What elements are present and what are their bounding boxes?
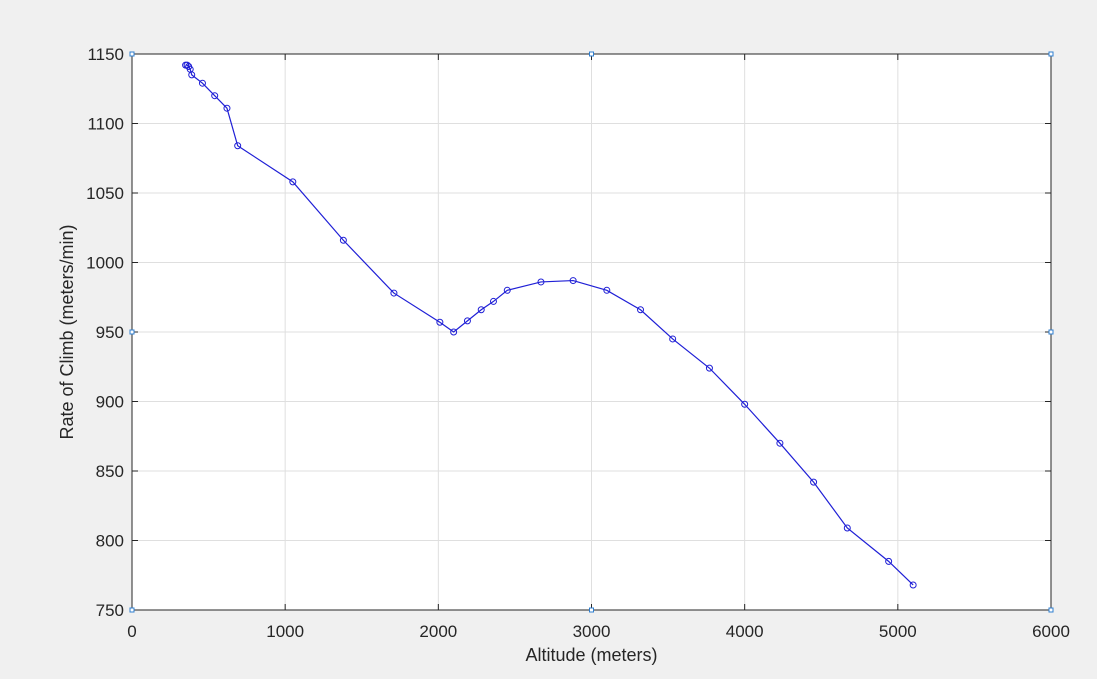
selection-handle[interactable] [1049,608,1053,612]
y-tick-label: 900 [96,393,124,412]
selection-handle[interactable] [130,608,134,612]
y-tick-label: 750 [96,601,124,620]
y-tick-label: 1150 [87,45,124,64]
y-tick-label: 1050 [86,184,124,203]
x-tick-label: 3000 [573,622,611,641]
y-tick-label: 950 [96,323,124,342]
y-tick-label: 1000 [86,254,124,273]
selection-handle[interactable] [130,52,134,56]
x-tick-label: 4000 [726,622,764,641]
selection-handle[interactable] [1049,52,1053,56]
x-tick-label: 2000 [419,622,457,641]
x-tick-label: 0 [127,622,136,641]
selection-handle[interactable] [1049,330,1053,334]
x-axis-title: Altitude (meters) [525,645,657,665]
x-tick-label: 6000 [1032,622,1070,641]
selection-handle[interactable] [590,608,594,612]
y-axis-title: Rate of Climb (meters/min) [57,224,77,439]
x-tick-label: 1000 [266,622,304,641]
y-tick-label: 1100 [87,115,124,134]
x-tick-label: 5000 [879,622,917,641]
selection-handle[interactable] [590,52,594,56]
selection-handle[interactable] [130,330,134,334]
y-tick-label: 850 [96,462,124,481]
y-tick-label: 800 [96,532,124,551]
